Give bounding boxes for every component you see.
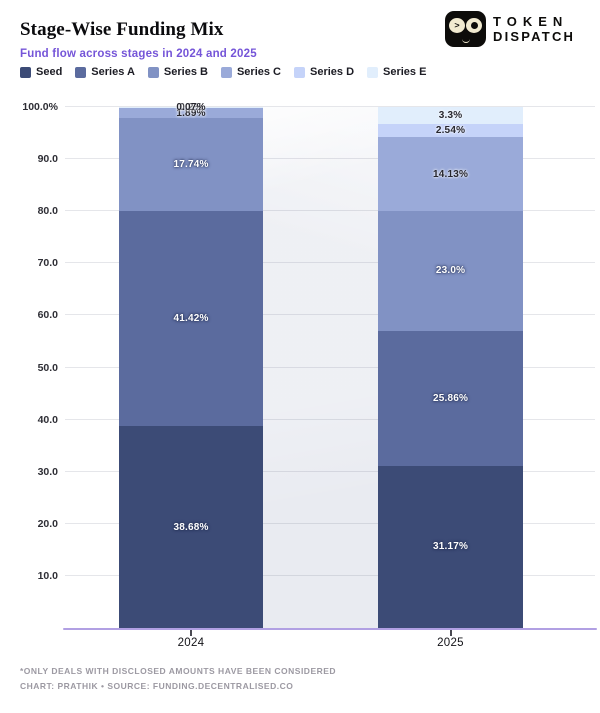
bar-segment-label: 3.3% xyxy=(438,110,463,122)
legend-swatch-icon xyxy=(367,66,379,78)
stacked-bar-2025: 31.17% 25.86% 23.0% 14.13% 2.54% 3.3% xyxy=(378,107,523,628)
bar-segment-label: 38.68% xyxy=(173,521,209,533)
legend-label: Series D xyxy=(309,66,355,78)
bar-segment: 1.89% xyxy=(119,107,263,119)
bar-segment: 3.3% xyxy=(378,107,523,125)
y-axis-label: 40.0 xyxy=(37,413,58,426)
legend-swatch-icon xyxy=(147,66,159,78)
y-axis-label: 90.0 xyxy=(37,153,58,166)
bar-segment-label: 23.0% xyxy=(435,265,466,277)
y-axis-label: 80.0 xyxy=(37,205,58,218)
legend-item-series-d: Series D xyxy=(293,66,355,78)
bar-segment: 2.54% xyxy=(378,124,523,138)
bar-segment-label: 14.13% xyxy=(432,168,469,180)
owl-left-eye-icon: > xyxy=(449,18,465,33)
bar-segment-label: 25.86% xyxy=(432,392,469,404)
credit-line: CHART: PRATHIK • SOURCE: FUNDING.DECENTR… xyxy=(20,681,294,691)
legend-item-series-e: Series E xyxy=(367,66,426,78)
gridline xyxy=(65,522,595,524)
plot-area: 100.0% 90.0 80.0 70.0 60.0 50.0 40.0 30.0 20.0 10… xyxy=(0,101,600,628)
legend-label: Series E xyxy=(383,66,427,78)
x-axis-label-2024: 2024 xyxy=(177,637,205,649)
y-axis-label: 70.0 xyxy=(37,257,58,270)
legend-swatch-icon xyxy=(75,66,87,78)
y-axis-label: 60.0 xyxy=(37,309,58,322)
bar-segment: 17.74% xyxy=(119,118,263,211)
bar-segment-label: 2.54% xyxy=(435,125,466,137)
footnote: *ONLY DEALS WITH DISCLOSED AMOUNTS HAVE … xyxy=(20,666,337,676)
bar-segment: 31.17% xyxy=(378,465,523,628)
legend-item-seed: Seed xyxy=(20,66,62,78)
bar-segment-label: 17.74% xyxy=(173,158,209,170)
gridline xyxy=(65,314,595,316)
token-dispatch-logo: > TOKEN DISPATCH xyxy=(445,11,575,47)
chart-subtitle: Fund flow across stages in 2024 and 2025 xyxy=(20,48,257,60)
x-axis-line xyxy=(63,628,597,630)
gridline xyxy=(65,106,595,107)
gridline xyxy=(65,158,595,160)
owl-right-eye-icon xyxy=(466,18,482,33)
bar-segment-label: 31.17% xyxy=(432,541,469,553)
legend-swatch-icon xyxy=(20,66,31,78)
x-axis-tick xyxy=(450,630,452,636)
chart-legend: Seed Series A Series B Series C Series D Seri… xyxy=(20,66,426,78)
bar-segment: 14.13% xyxy=(378,137,523,212)
gridline xyxy=(65,418,595,420)
gridline xyxy=(65,574,595,576)
legend-label: Seed xyxy=(36,66,63,78)
flow-band xyxy=(263,107,378,628)
gridline xyxy=(65,210,595,212)
y-axis-label: 20.0 xyxy=(37,517,58,530)
bar-segment: 23.0% xyxy=(378,211,523,331)
legend-label: Series A xyxy=(91,66,135,78)
x-axis-tick xyxy=(190,630,192,636)
bar-segment-label: 0.07% xyxy=(176,101,206,113)
owl-smile-icon xyxy=(462,38,470,43)
legend-swatch-icon xyxy=(220,66,232,78)
logo-wordmark-dispatch: DISPATCH xyxy=(493,29,576,44)
gridline xyxy=(65,470,595,472)
y-axis-label: 50.0 xyxy=(37,361,58,374)
bar-segment-label: 0.2% xyxy=(179,102,203,114)
gridline xyxy=(65,262,595,264)
x-axis-label-2025: 2025 xyxy=(437,637,464,649)
gridline xyxy=(65,366,595,368)
bar-segment: 25.86% xyxy=(378,330,523,466)
bar-segment: 38.68% xyxy=(119,426,263,628)
bar-segment: 0.2% xyxy=(119,102,263,113)
y-axis-label: 10.0 xyxy=(37,569,58,582)
bar-segment-label: 41.42% xyxy=(173,313,209,325)
stacked-bar-2024: 38.68% 41.42% 17.74% 1.89% 0.2% 0.07% xyxy=(119,102,263,628)
logo-wordmark-token: TOKEN xyxy=(493,14,569,29)
page-title: Stage-Wise Funding Mix xyxy=(20,19,224,40)
owl-logo-icon: > xyxy=(445,11,486,47)
legend-swatch-icon xyxy=(293,66,305,78)
legend-label: Series B xyxy=(163,66,208,78)
y-axis-label: 100.0% xyxy=(22,101,58,113)
bar-segment: 41.42% xyxy=(119,210,263,427)
bar-segment-label: 1.89% xyxy=(176,107,206,119)
legend-item-series-b: Series B xyxy=(147,66,208,78)
y-axis-label: 30.0 xyxy=(37,465,58,478)
legend-item-series-c: Series C xyxy=(220,66,281,78)
legend-item-series-a: Series A xyxy=(75,66,135,78)
legend-label: Series C xyxy=(236,66,281,78)
